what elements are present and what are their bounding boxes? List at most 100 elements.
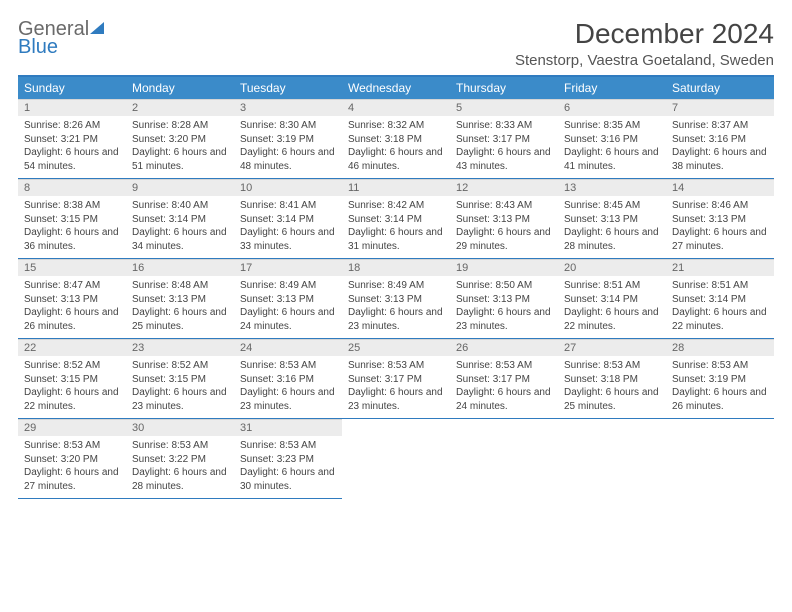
day-details: Sunrise: 8:47 AMSunset: 3:13 PMDaylight:…: [18, 276, 126, 338]
calendar-cell: 1Sunrise: 8:26 AMSunset: 3:21 PMDaylight…: [18, 99, 126, 179]
sunset-line: Sunset: 3:18 PM: [564, 373, 660, 387]
sunset-line: Sunset: 3:23 PM: [240, 453, 336, 467]
calendar-row: 15Sunrise: 8:47 AMSunset: 3:13 PMDayligh…: [18, 259, 774, 339]
day-details: Sunrise: 8:33 AMSunset: 3:17 PMDaylight:…: [450, 116, 558, 178]
sunrise-line: Sunrise: 8:50 AM: [456, 279, 552, 293]
sunrise-line: Sunrise: 8:37 AM: [672, 119, 768, 133]
logo: General Blue: [18, 18, 118, 58]
daylight-line: Daylight: 6 hours and 46 minutes.: [348, 146, 444, 173]
calendar-table: Sunday Monday Tuesday Wednesday Thursday…: [18, 77, 774, 499]
daylight-line: Daylight: 6 hours and 30 minutes.: [240, 466, 336, 493]
day-details: Sunrise: 8:51 AMSunset: 3:14 PMDaylight:…: [666, 276, 774, 338]
sunrise-line: Sunrise: 8:33 AM: [456, 119, 552, 133]
day-number: 30: [126, 419, 234, 436]
day-details: Sunrise: 8:52 AMSunset: 3:15 PMDaylight:…: [18, 356, 126, 418]
calendar-cell: 25Sunrise: 8:53 AMSunset: 3:17 PMDayligh…: [342, 339, 450, 419]
page-header: General Blue December 2024 Stenstorp, Va…: [18, 18, 774, 69]
sunset-line: Sunset: 3:17 PM: [456, 133, 552, 147]
sunrise-line: Sunrise: 8:47 AM: [24, 279, 120, 293]
sunset-line: Sunset: 3:17 PM: [456, 373, 552, 387]
sunset-line: Sunset: 3:17 PM: [348, 373, 444, 387]
calendar-cell: 13Sunrise: 8:45 AMSunset: 3:13 PMDayligh…: [558, 179, 666, 259]
sunrise-line: Sunrise: 8:30 AM: [240, 119, 336, 133]
day-number: 13: [558, 179, 666, 196]
sunset-line: Sunset: 3:15 PM: [24, 373, 120, 387]
sunrise-line: Sunrise: 8:51 AM: [672, 279, 768, 293]
day-details: Sunrise: 8:53 AMSunset: 3:19 PMDaylight:…: [666, 356, 774, 418]
sunrise-line: Sunrise: 8:52 AM: [24, 359, 120, 373]
calendar-cell: 10Sunrise: 8:41 AMSunset: 3:14 PMDayligh…: [234, 179, 342, 259]
sunset-line: Sunset: 3:14 PM: [132, 213, 228, 227]
sunrise-line: Sunrise: 8:53 AM: [132, 439, 228, 453]
calendar-cell: [666, 419, 774, 499]
sunset-line: Sunset: 3:20 PM: [132, 133, 228, 147]
day-number: 2: [126, 99, 234, 116]
sunset-line: Sunset: 3:14 PM: [348, 213, 444, 227]
weekday-header-row: Sunday Monday Tuesday Wednesday Thursday…: [18, 77, 774, 99]
calendar-cell: 17Sunrise: 8:49 AMSunset: 3:13 PMDayligh…: [234, 259, 342, 339]
day-number: 8: [18, 179, 126, 196]
day-details: Sunrise: 8:49 AMSunset: 3:13 PMDaylight:…: [234, 276, 342, 338]
sunset-line: Sunset: 3:13 PM: [348, 293, 444, 307]
daylight-line: Daylight: 6 hours and 24 minutes.: [456, 386, 552, 413]
calendar-cell: 3Sunrise: 8:30 AMSunset: 3:19 PMDaylight…: [234, 99, 342, 179]
sunset-line: Sunset: 3:13 PM: [132, 293, 228, 307]
day-number: 24: [234, 339, 342, 356]
calendar-row: 1Sunrise: 8:26 AMSunset: 3:21 PMDaylight…: [18, 99, 774, 179]
daylight-line: Daylight: 6 hours and 43 minutes.: [456, 146, 552, 173]
daylight-line: Daylight: 6 hours and 38 minutes.: [672, 146, 768, 173]
sunset-line: Sunset: 3:13 PM: [240, 293, 336, 307]
calendar-cell: 30Sunrise: 8:53 AMSunset: 3:22 PMDayligh…: [126, 419, 234, 499]
day-number: 7: [666, 99, 774, 116]
calendar-row: 29Sunrise: 8:53 AMSunset: 3:20 PMDayligh…: [18, 419, 774, 499]
sunrise-line: Sunrise: 8:28 AM: [132, 119, 228, 133]
day-details: Sunrise: 8:53 AMSunset: 3:22 PMDaylight:…: [126, 436, 234, 498]
day-details: Sunrise: 8:32 AMSunset: 3:18 PMDaylight:…: [342, 116, 450, 178]
daylight-line: Daylight: 6 hours and 23 minutes.: [348, 386, 444, 413]
day-number: 9: [126, 179, 234, 196]
day-number: 5: [450, 99, 558, 116]
day-number: 10: [234, 179, 342, 196]
daylight-line: Daylight: 6 hours and 28 minutes.: [564, 226, 660, 253]
day-details: Sunrise: 8:53 AMSunset: 3:18 PMDaylight:…: [558, 356, 666, 418]
day-details: Sunrise: 8:43 AMSunset: 3:13 PMDaylight:…: [450, 196, 558, 258]
day-number: 15: [18, 259, 126, 276]
weekday-header: Sunday: [18, 77, 126, 99]
sunrise-line: Sunrise: 8:32 AM: [348, 119, 444, 133]
calendar-body: 1Sunrise: 8:26 AMSunset: 3:21 PMDaylight…: [18, 99, 774, 499]
sunset-line: Sunset: 3:16 PM: [240, 373, 336, 387]
calendar-cell: 16Sunrise: 8:48 AMSunset: 3:13 PMDayligh…: [126, 259, 234, 339]
day-number: 20: [558, 259, 666, 276]
daylight-line: Daylight: 6 hours and 28 minutes.: [132, 466, 228, 493]
day-number: 22: [18, 339, 126, 356]
daylight-line: Daylight: 6 hours and 31 minutes.: [348, 226, 444, 253]
sunrise-line: Sunrise: 8:53 AM: [24, 439, 120, 453]
day-details: Sunrise: 8:53 AMSunset: 3:17 PMDaylight:…: [342, 356, 450, 418]
day-details: Sunrise: 8:40 AMSunset: 3:14 PMDaylight:…: [126, 196, 234, 258]
calendar-cell: 24Sunrise: 8:53 AMSunset: 3:16 PMDayligh…: [234, 339, 342, 419]
day-number: 17: [234, 259, 342, 276]
sunrise-line: Sunrise: 8:53 AM: [240, 439, 336, 453]
weekday-header: Friday: [558, 77, 666, 99]
sunset-line: Sunset: 3:15 PM: [132, 373, 228, 387]
calendar-cell: 19Sunrise: 8:50 AMSunset: 3:13 PMDayligh…: [450, 259, 558, 339]
daylight-line: Daylight: 6 hours and 22 minutes.: [24, 386, 120, 413]
daylight-line: Daylight: 6 hours and 33 minutes.: [240, 226, 336, 253]
daylight-line: Daylight: 6 hours and 27 minutes.: [24, 466, 120, 493]
calendar-cell: 18Sunrise: 8:49 AMSunset: 3:13 PMDayligh…: [342, 259, 450, 339]
daylight-line: Daylight: 6 hours and 24 minutes.: [240, 306, 336, 333]
calendar-cell: 20Sunrise: 8:51 AMSunset: 3:14 PMDayligh…: [558, 259, 666, 339]
sunset-line: Sunset: 3:18 PM: [348, 133, 444, 147]
day-details: Sunrise: 8:41 AMSunset: 3:14 PMDaylight:…: [234, 196, 342, 258]
sunset-line: Sunset: 3:14 PM: [564, 293, 660, 307]
day-details: Sunrise: 8:53 AMSunset: 3:23 PMDaylight:…: [234, 436, 342, 498]
day-number: 26: [450, 339, 558, 356]
day-details: Sunrise: 8:49 AMSunset: 3:13 PMDaylight:…: [342, 276, 450, 338]
calendar-cell: 22Sunrise: 8:52 AMSunset: 3:15 PMDayligh…: [18, 339, 126, 419]
daylight-line: Daylight: 6 hours and 23 minutes.: [240, 386, 336, 413]
daylight-line: Daylight: 6 hours and 26 minutes.: [24, 306, 120, 333]
sunrise-line: Sunrise: 8:35 AM: [564, 119, 660, 133]
day-details: Sunrise: 8:53 AMSunset: 3:17 PMDaylight:…: [450, 356, 558, 418]
sunrise-line: Sunrise: 8:41 AM: [240, 199, 336, 213]
sunset-line: Sunset: 3:19 PM: [240, 133, 336, 147]
